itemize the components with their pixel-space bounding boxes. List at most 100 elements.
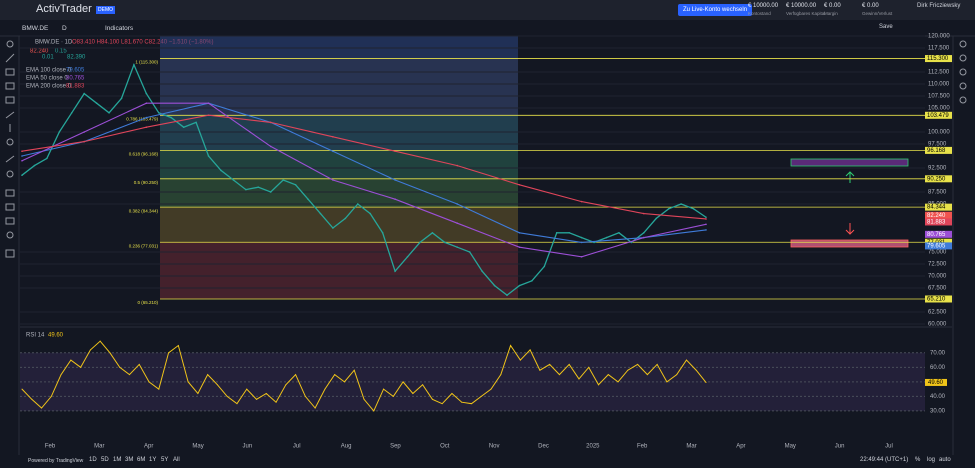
- rsi-point: [422, 384, 424, 386]
- point: [568, 232, 570, 234]
- symbol[interactable]: BMW.DE: [22, 25, 49, 32]
- rsi-point: [89, 349, 91, 351]
- point: [332, 136, 334, 138]
- range-button[interactable]: 3M: [125, 457, 134, 463]
- point: [518, 232, 521, 234]
- rsi-point: [500, 374, 502, 376]
- level-tag: [925, 238, 952, 246]
- rsi-point: [168, 352, 170, 354]
- rsi-point: [402, 381, 404, 383]
- fib-zone: [160, 58, 518, 116]
- scale-option[interactable]: log: [927, 457, 936, 463]
- legend-name: EMA 50 close 0: [26, 76, 68, 82]
- x-tick-label: Mar: [686, 444, 696, 450]
- rsi-point: [588, 366, 590, 368]
- level-label: 0.618 (96.168): [129, 152, 159, 157]
- rsi-point: [353, 369, 355, 371]
- point: [145, 126, 148, 128]
- rsi-point: [265, 392, 267, 394]
- x-tick-label: Sep: [390, 444, 401, 450]
- rsi-point: [216, 384, 218, 386]
- point: [83, 92, 85, 95]
- scale-option[interactable]: %: [915, 457, 921, 463]
- account-label: Kontostand: [748, 11, 771, 16]
- scale-option[interactable]: auto: [939, 457, 951, 463]
- interval[interactable]: D: [62, 25, 67, 32]
- rsi-point: [598, 384, 600, 386]
- clock: 22:49:44 (UTC+1): [860, 457, 909, 463]
- target-box: [790, 158, 909, 167]
- rsi-point: [392, 395, 394, 397]
- rsi-point: [334, 374, 336, 376]
- account-label: Verfügbares Kapital: [786, 11, 826, 16]
- live-button[interactable]: Zu Live-Konto wechseln: [678, 4, 753, 16]
- point: [394, 198, 396, 200]
- save[interactable]: Save: [879, 24, 893, 30]
- level-tag: [925, 175, 952, 183]
- point: [493, 284, 496, 287]
- level-label: 0.5 (90.250): [134, 180, 159, 185]
- rsi-tag: [925, 378, 947, 386]
- tool-icons[interactable]: [5, 40, 967, 258]
- point: [232, 179, 235, 181]
- point: [444, 241, 446, 244]
- x-tick-label: Feb: [45, 444, 56, 450]
- point: [133, 64, 135, 66]
- series-line: [21, 102, 707, 243]
- rsi-point: [41, 407, 43, 409]
- rsi-point: [31, 398, 33, 400]
- point: [369, 212, 372, 215]
- level-tag: [925, 55, 952, 63]
- x-tick-label: May: [192, 444, 203, 450]
- point: [643, 212, 645, 215]
- rsi-point: [80, 366, 82, 368]
- demo-badge: DEMO: [96, 6, 115, 14]
- point: [481, 270, 483, 273]
- account-label: Gewinn/Verlust: [862, 11, 893, 16]
- rsi-point: [431, 398, 433, 400]
- level-value: 84.344: [927, 205, 946, 211]
- badge: 0.01: [42, 55, 54, 61]
- level-tag: [925, 295, 952, 303]
- legend-name: EMA 100 close 0: [26, 68, 72, 74]
- range-button[interactable]: 5D: [101, 457, 109, 463]
- rsi-point: [627, 369, 629, 371]
- rsi-point: [568, 363, 570, 365]
- level-value: 103.479: [927, 113, 949, 119]
- point: [145, 92, 148, 95]
- rsi-point: [363, 398, 365, 400]
- x-tick-label: 2025: [586, 444, 600, 450]
- point: [158, 112, 160, 114]
- rsi-point: [539, 369, 541, 371]
- point: [245, 188, 247, 191]
- range-button[interactable]: 5Y: [161, 457, 169, 463]
- legend-value: 81.883: [66, 84, 85, 90]
- rsi-point: [607, 374, 609, 376]
- range-button[interactable]: 1Y: [149, 457, 157, 463]
- level-value: 115.300: [927, 56, 949, 62]
- point: [46, 157, 48, 160]
- point: [680, 203, 682, 205]
- range-button[interactable]: 6M: [137, 457, 146, 463]
- point: [705, 223, 707, 226]
- range-button[interactable]: All: [173, 457, 180, 463]
- range-button[interactable]: 1M: [113, 457, 122, 463]
- point: [456, 203, 459, 205]
- x-tick-label: Jul: [885, 444, 893, 450]
- level-value: 90.250: [927, 176, 946, 182]
- rsi-point: [373, 410, 375, 412]
- fib-zone: [160, 178, 518, 208]
- range-button[interactable]: 1D: [89, 457, 97, 463]
- point: [456, 246, 459, 248]
- point: [468, 251, 471, 253]
- legend-name: EMA 200 close 0: [26, 84, 72, 90]
- indicators[interactable]: Indicators: [105, 25, 134, 32]
- y-tick-label: 120.000: [928, 34, 950, 40]
- level-tag: [925, 203, 952, 211]
- point: [518, 246, 521, 248]
- point: [580, 241, 583, 244]
- y-tick-label: 60.00: [930, 365, 946, 371]
- point: [456, 164, 459, 167]
- point: [506, 294, 508, 297]
